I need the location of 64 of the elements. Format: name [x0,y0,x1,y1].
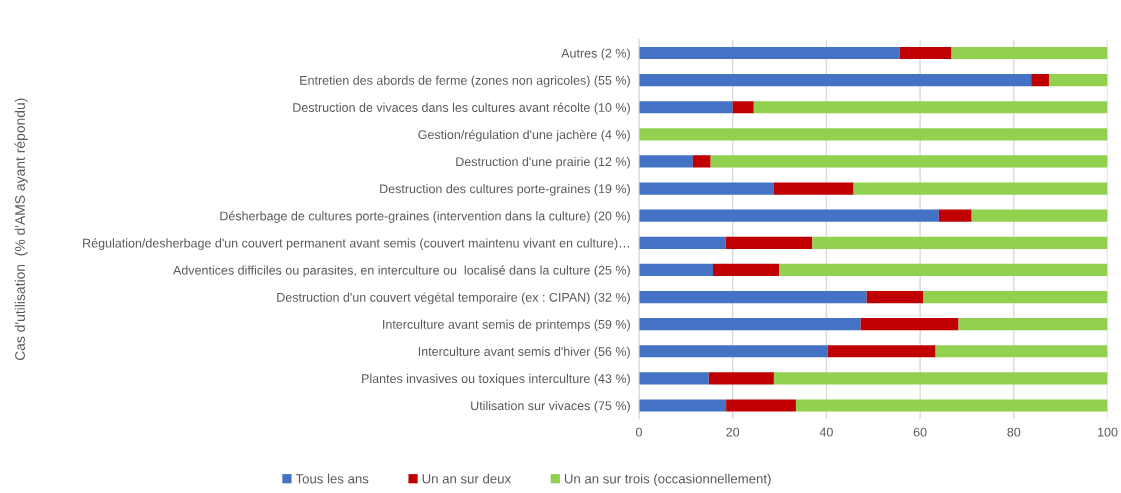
bar [638,128,1108,141]
bar [725,236,813,249]
bar [638,318,861,331]
bar [753,101,1108,114]
bar [853,182,1108,195]
bar [938,209,972,222]
bar [860,318,959,331]
bar [638,209,939,222]
y-tick-label: Entretien des abords de ferme (zones non agricoles) (55 %) [300,75,630,88]
y-tick-label: Plantes invasives ou toxiques interculture (43 %) [362,373,630,386]
x-tick-label: 40 [819,427,833,437]
bar [779,263,1108,277]
x-tick-label: 60 [913,427,927,437]
x-tick-label: 20 [726,427,740,437]
y-tick-label: Destruction d'un couvert végétal temporaire (ex : CIPAN) (32 %) [277,292,630,305]
legend-label: Tous les ans [295,473,369,484]
y-tick-label: Gestion/régulation d'une jachère (4 %) [418,129,630,142]
bar [638,399,727,412]
bar [638,182,774,195]
y-tick-label: Autres (2 %) [561,48,630,61]
bar [638,290,867,304]
bar [638,74,1032,87]
x-tick-label: 0 [635,427,642,437]
bar [773,182,854,195]
legend-label: Un an sur deux [422,473,511,484]
bar [713,263,780,277]
bar [1031,74,1049,87]
x-tick-label: 80 [1007,427,1021,437]
bar [958,318,1108,331]
bar [773,372,1108,385]
bar [971,209,1108,222]
y-tick-label: Destruction d'une prairie (12 %) [456,156,630,169]
bar [638,345,828,358]
bar [638,372,709,385]
bar [638,236,726,249]
legend-label: Un an sur trois (occasionnellement) [564,473,771,487]
bar [827,345,936,358]
y-axis-title: Cas d'utilisation (% d'AMS ayant répondu) [14,98,28,361]
bar [923,290,1108,304]
y-tick-label: Régulation/desherbage d'un couvert permanent avant semis (couvert maintenu vivant en culture)… [83,238,629,250]
bar [899,46,952,60]
y-tick-label: Désherbage de cultures porte-graines (intervention dans la culture) (20 %) [220,211,630,223]
bar [638,46,900,60]
bar [692,155,711,168]
y-tick-label: Interculture avant semis de printemps (59 %) [383,319,630,332]
x-tick-label: 100 [1098,427,1118,437]
bar [1048,74,1108,87]
y-tick-label: Destruction des cultures porte-graines (19 %) [380,184,630,196]
bar [638,263,714,277]
y-tick-label: Destruction de vivaces dans les cultures avant récolte (10 %) [293,102,630,115]
bar [866,290,924,304]
y-tick-label: Interculture avant semis d'hiver (56 %) [418,346,630,359]
bar [951,46,1108,60]
bar [638,155,693,168]
bar [726,399,796,412]
bar [710,155,1108,168]
y-tick-label: Adventices difficiles ou parasites, en interculture ou localisé dans la culture (25 %) [173,265,630,278]
bar [812,236,1108,249]
bar [708,372,774,385]
bar [935,345,1108,358]
bar [732,101,754,114]
y-tick-label: Utilisation sur vivaces (75 %) [471,400,630,413]
bar [638,101,733,114]
bar [795,399,1108,412]
